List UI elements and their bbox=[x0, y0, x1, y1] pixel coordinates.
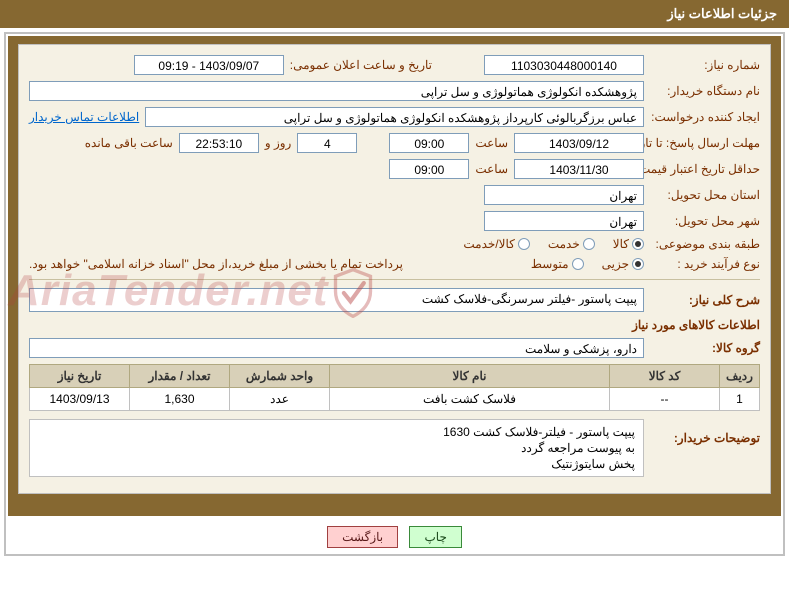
th-code: کد کالا bbox=[610, 365, 720, 388]
th-unit: واحد شمارش bbox=[230, 365, 330, 388]
field-city: تهران bbox=[484, 211, 644, 231]
label-requester: ایجاد کننده درخواست: bbox=[650, 110, 760, 124]
label-days-and: روز و bbox=[265, 136, 292, 150]
label-time-2: ساعت bbox=[475, 162, 508, 176]
label-province: استان محل تحویل: bbox=[650, 188, 760, 202]
label-purchase-type: نوع فرآیند خرید : bbox=[650, 257, 760, 271]
label-need-number: شماره نیاز: bbox=[650, 58, 760, 72]
cell-unit: عدد bbox=[230, 388, 330, 411]
field-remaining-time: 22:53:10 bbox=[179, 133, 259, 153]
label-announce-datetime: تاریخ و ساعت اعلان عمومی: bbox=[290, 58, 432, 72]
label-goods-group: گروه کالا: bbox=[650, 341, 760, 355]
payment-note: پرداخت تمام یا بخشی از مبلغ خرید،از محل … bbox=[29, 257, 511, 271]
radio-medium[interactable] bbox=[572, 258, 584, 270]
radio-goods-service-label: کالا/خدمت bbox=[463, 237, 514, 251]
table-row: 1 -- فلاسک کشت بافت عدد 1,630 1403/09/13 bbox=[30, 388, 760, 411]
goods-info-title: اطلاعات کالاهای مورد نیاز bbox=[29, 318, 760, 332]
field-requester: عباس برزگربالوئی کارپرداز پژوهشکده انکول… bbox=[145, 107, 644, 127]
label-subject-class: طبقه بندی موضوعی: bbox=[650, 237, 760, 251]
outer-frame: AriaTender.net شماره نیاز: 1103030448000… bbox=[4, 32, 785, 556]
label-buyer-org: نام دستگاه خریدار: bbox=[650, 84, 760, 98]
buyer-notes-box: پیپت پاستور - فیلتر-فلاسک کشت 1630 به پی… bbox=[29, 419, 644, 477]
field-remaining-days: 4 bbox=[297, 133, 357, 153]
separator-1 bbox=[29, 279, 760, 280]
th-qty: تعداد / مقدار bbox=[130, 365, 230, 388]
link-buyer-contact[interactable]: اطلاعات تماس خریدار bbox=[29, 110, 139, 124]
radio-medium-label: متوسط bbox=[531, 257, 569, 271]
label-city: شهر محل تحویل: bbox=[650, 214, 760, 228]
field-deadline-date: 1403/09/12 bbox=[514, 133, 644, 153]
label-time-1: ساعت bbox=[475, 136, 508, 150]
label-remaining: ساعت باقی مانده bbox=[85, 136, 173, 150]
radio-partial[interactable] bbox=[632, 258, 644, 270]
items-table: ردیف کد کالا نام کالا واحد شمارش تعداد /… bbox=[29, 364, 760, 411]
field-announce-datetime: 1403/09/07 - 09:19 bbox=[134, 55, 284, 75]
buyer-notes-line3: پخش سایتوژنتیک bbox=[38, 456, 635, 472]
th-name: نام کالا bbox=[330, 365, 610, 388]
cell-row: 1 bbox=[720, 388, 760, 411]
field-validity-time: 09:00 bbox=[389, 159, 469, 179]
radio-partial-label: جزیی bbox=[602, 257, 629, 271]
field-goods-group: دارو، پزشکی و سلامت bbox=[29, 338, 644, 358]
label-general-desc: شرح کلی نیاز: bbox=[650, 293, 760, 307]
th-row: ردیف bbox=[720, 365, 760, 388]
label-validity: حداقل تاریخ اعتبار قیمت: تا تاریخ: bbox=[650, 162, 760, 176]
buyer-notes-line2: به پیوست مراجعه گردد bbox=[38, 440, 635, 456]
cell-code: -- bbox=[610, 388, 720, 411]
field-province: تهران bbox=[484, 185, 644, 205]
radio-goods-label: کالا bbox=[613, 237, 629, 251]
field-deadline-time: 09:00 bbox=[389, 133, 469, 153]
field-need-number: 1103030448000140 bbox=[484, 55, 644, 75]
cell-name: فلاسک کشت بافت bbox=[330, 388, 610, 411]
page-title: جزئیات اطلاعات نیاز bbox=[0, 0, 789, 28]
radio-service-label: خدمت bbox=[548, 237, 580, 251]
content-band: AriaTender.net شماره نیاز: 1103030448000… bbox=[8, 36, 781, 516]
buyer-notes-line1: پیپت پاستور - فیلتر-فلاسک کشت 1630 bbox=[38, 424, 635, 440]
field-general-desc: پیپت پاستور -فیلتر سرسرنگی-فلاسک کشت bbox=[29, 288, 644, 312]
cell-date: 1403/09/13 bbox=[30, 388, 130, 411]
radio-service[interactable] bbox=[583, 238, 595, 250]
form-panel: شماره نیاز: 1103030448000140 تاریخ و ساع… bbox=[18, 44, 771, 494]
print-button[interactable]: چاپ bbox=[409, 526, 461, 548]
label-deadline: مهلت ارسال پاسخ: تا تاریخ: bbox=[650, 136, 760, 150]
radio-goods-service[interactable] bbox=[518, 238, 530, 250]
button-bar: چاپ بازگشت bbox=[8, 516, 781, 552]
field-validity-date: 1403/11/30 bbox=[514, 159, 644, 179]
back-button[interactable]: بازگشت bbox=[327, 526, 398, 548]
radio-goods[interactable] bbox=[632, 238, 644, 250]
cell-qty: 1,630 bbox=[130, 388, 230, 411]
th-date: تاریخ نیاز bbox=[30, 365, 130, 388]
label-buyer-notes: توضیحات خریدار: bbox=[650, 419, 760, 445]
field-buyer-org: پژوهشکده انکولوژی هماتولوژی و سل تراپی bbox=[29, 81, 644, 101]
